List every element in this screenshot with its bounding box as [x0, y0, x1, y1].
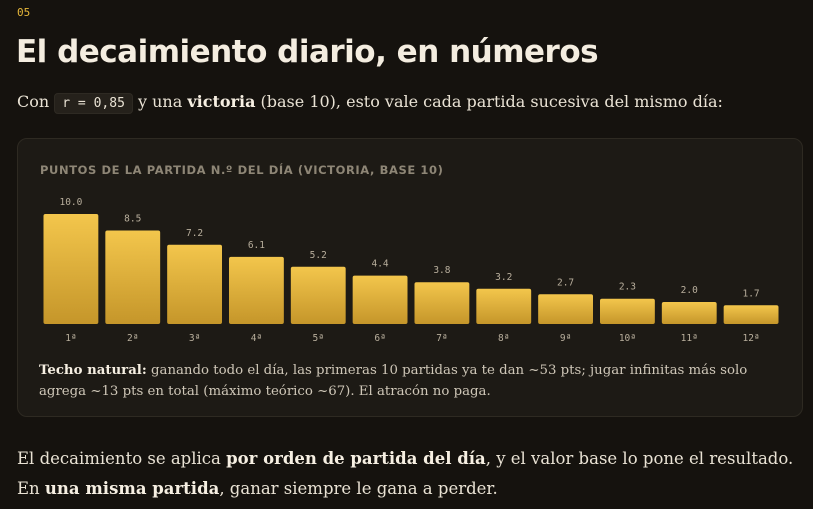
text: (base 10), esto vale cada partida sucesi…: [260, 92, 723, 111]
x-tick-label: 10ª: [619, 333, 636, 344]
bold-text: victoria: [187, 92, 256, 111]
bold-text: por orden de partida del día: [226, 449, 486, 468]
value-label: 2.7: [557, 277, 574, 288]
text: , ganar siempre le gana a perder.: [219, 479, 498, 498]
x-tick-label: 7ª: [436, 333, 447, 344]
x-tick-label: 8ª: [498, 333, 509, 344]
outro: El decaimiento se aplica por orden de pa…: [17, 444, 797, 504]
value-label: 1.7: [742, 288, 759, 299]
chart-title: PUNTOS DE LA PARTIDA N.º DEL DÍA (VICTOR…: [40, 162, 443, 177]
x-tick-label: 4ª: [251, 333, 262, 344]
value-label: 7.2: [186, 228, 203, 239]
bar: [167, 244, 222, 324]
bar: [600, 298, 655, 324]
text: El decaimiento se aplica: [17, 449, 221, 468]
x-tick-label: 5ª: [313, 333, 324, 344]
text: , y el valor base lo pone el resultado. …: [17, 449, 794, 498]
value-label: 6.1: [248, 240, 265, 251]
bar: [538, 294, 593, 324]
value-label: 3.2: [495, 272, 512, 283]
bar: [229, 256, 284, 324]
x-tick-label: 9ª: [560, 333, 571, 344]
x-tick-label: 12ª: [742, 333, 759, 344]
value-label: 2.3: [619, 282, 636, 293]
text: ganando todo el día, las primeras 10 par…: [39, 363, 748, 399]
bar: [352, 275, 408, 324]
x-tick-label: 11ª: [681, 333, 698, 344]
code: r = 0,85: [54, 93, 133, 114]
heading: El decaimiento diario, en números: [16, 34, 599, 70]
bar: [43, 214, 99, 324]
bar: [290, 266, 346, 324]
value-label: 10.0: [59, 197, 82, 208]
x-tick-label: 3ª: [189, 333, 200, 344]
bar: [476, 288, 532, 324]
x-tick-label: 6ª: [374, 333, 385, 344]
text: Con: [17, 92, 50, 111]
note: Techo natural: ganando todo el día, las …: [39, 360, 779, 402]
value-label: 2.0: [681, 285, 698, 296]
bold-text: una misma partida: [44, 479, 220, 498]
bar: [105, 230, 161, 324]
x-tick-label: 1ª: [65, 333, 76, 344]
intro: Con r = 0,85 y una victoria (base 10), e…: [17, 92, 723, 114]
bar: [723, 305, 779, 324]
value-label: 4.4: [371, 259, 388, 270]
chart-card: PUNTOS DE LA PARTIDA N.º DEL DÍA (VICTOR…: [17, 138, 803, 417]
bar: [414, 282, 470, 324]
x-tick-label: 2ª: [127, 333, 138, 344]
bar: [661, 302, 717, 324]
value-label: 8.5: [124, 214, 141, 225]
text: y una: [138, 92, 183, 111]
value-label: 5.2: [310, 250, 327, 261]
value-label: 3.8: [433, 265, 450, 276]
section-number: 05: [17, 6, 31, 19]
chart: PUNTOS DE LA PARTIDA N.º DEL DÍA (VICTOR…: [40, 162, 779, 344]
bold-text: Techo natural:: [39, 363, 147, 378]
